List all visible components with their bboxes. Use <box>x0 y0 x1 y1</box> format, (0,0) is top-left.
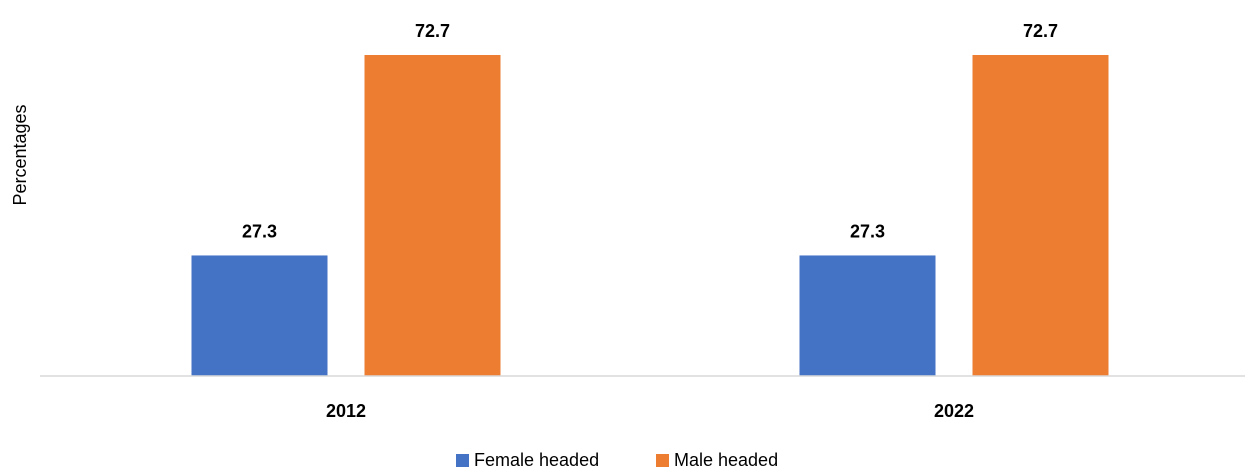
bars-group <box>191 55 1109 376</box>
bar-female-headed-2022 <box>799 255 936 376</box>
legend-swatch-male-headed <box>656 454 669 467</box>
bar-male-headed-2012 <box>364 55 501 376</box>
bar-female-headed-2012 <box>191 255 328 376</box>
data-label-male-headed-2012: 72.7 <box>415 21 450 41</box>
data-label-male-headed-2022: 72.7 <box>1023 21 1058 41</box>
data-label-female-headed-2022: 27.3 <box>850 221 885 241</box>
data-label-female-headed-2012: 27.3 <box>242 221 277 241</box>
legend-swatch-female-headed <box>456 454 469 467</box>
legend: Female headed Male headed <box>456 450 778 470</box>
category-labels-group: 2012 2022 <box>326 401 974 421</box>
legend-label-female-headed: Female headed <box>474 450 599 470</box>
category-label-2022: 2022 <box>934 401 974 421</box>
bar-male-headed-2022 <box>972 55 1109 376</box>
y-axis-label: Percentages <box>10 104 30 205</box>
category-label-2012: 2012 <box>326 401 366 421</box>
legend-label-male-headed: Male headed <box>674 450 778 470</box>
data-labels-group: 27.3 72.7 27.3 72.7 <box>242 21 1058 241</box>
